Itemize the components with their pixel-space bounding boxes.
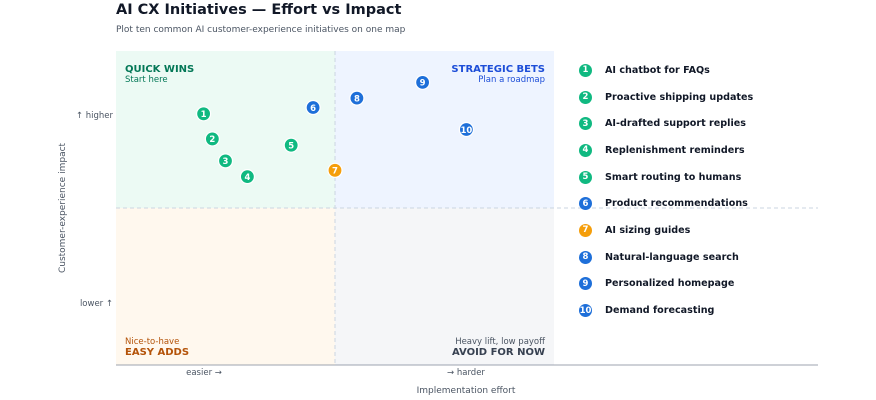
- data-point-10: [458, 121, 474, 138]
- data-point-label-7: 7: [332, 167, 338, 177]
- legend-number-8: 8: [579, 250, 592, 264]
- quadrant-title-strategic-bets: STRATEGIC BETS: [451, 64, 545, 75]
- data-point-9: [415, 74, 431, 91]
- data-point-label-2: 2: [209, 135, 215, 145]
- legend-number-9: 9: [579, 277, 592, 291]
- data-point-label-9: 9: [420, 79, 426, 89]
- legend-item-3: 3 AI-drafted support replies: [579, 110, 753, 137]
- data-point-2: [204, 131, 220, 147]
- x-tick-harder: → harder: [447, 368, 485, 378]
- data-point-label-3: 3: [223, 157, 229, 167]
- quadrant-subtitle-easy-adds: Nice-to-have: [125, 337, 179, 347]
- quadrant-title-avoid: AVOID FOR NOW: [452, 347, 545, 358]
- legend: 1 AI chatbot for FAQs 2 Proactive shipping …: [579, 57, 753, 324]
- y-tick-lower: lower ↑: [80, 299, 113, 309]
- legend-number-2: 2: [579, 90, 592, 104]
- data-point-label-5: 5: [288, 142, 294, 152]
- quadrant-easy-adds: [116, 208, 335, 365]
- legend-item-7: 7 AI sizing guides: [579, 217, 753, 244]
- quadrant-title-easy-adds: EASY ADDS: [125, 347, 189, 358]
- data-point-7: [327, 162, 343, 178]
- data-point-label-4: 4: [244, 173, 250, 183]
- quadrant-title-quick-wins: QUICK WINS: [125, 64, 194, 75]
- y-tick-higher: ↑ higher: [76, 111, 114, 121]
- legend-item-6: 6 Product recommendations: [579, 190, 753, 217]
- legend-label-2: Proactive shipping updates: [605, 91, 754, 103]
- legend-label-7: AI sizing guides: [605, 224, 691, 236]
- legend-item-5: 5 Smart routing to humans: [579, 164, 753, 191]
- legend-label-5: Smart routing to humans: [605, 171, 742, 183]
- legend-number-4: 4: [579, 143, 592, 157]
- legend-item-4: 4 Replenishment reminders: [579, 137, 753, 164]
- quadrant-avoid: [335, 208, 554, 365]
- data-point-8: [349, 90, 365, 106]
- legend-number-1: 1: [579, 63, 592, 77]
- chart-title: AI CX Initiatives — Effort vs Impact: [116, 2, 402, 18]
- data-point-label-1: 1: [201, 110, 207, 120]
- legend-item-9: 9 Personalized homepage: [579, 271, 753, 298]
- data-point-1: [196, 106, 212, 122]
- quadrant-subtitle-quick-wins: Start here: [125, 75, 168, 85]
- data-point-label-8: 8: [354, 94, 360, 104]
- quadrant-subtitle-avoid: Heavy lift, low payoff: [455, 337, 546, 347]
- legend-label-3: AI-drafted support replies: [605, 118, 746, 130]
- legend-item-10: 10 Demand forecasting: [579, 297, 753, 324]
- legend-label-9: Personalized homepage: [605, 278, 735, 290]
- data-point-4: [239, 169, 255, 185]
- data-point-5: [283, 137, 299, 153]
- data-point-label-10: 10: [460, 126, 472, 136]
- data-point-3: [217, 153, 234, 169]
- quadrant-strategic-bets: [335, 51, 554, 208]
- legend-label-6: Product recommendations: [605, 198, 748, 210]
- quadrant-subtitle-strategic-bets: Plan a roadmap: [478, 75, 545, 85]
- chart-subtitle: Plot ten common AI customer-experience i…: [116, 25, 406, 35]
- quadrant-quick-wins: [116, 51, 335, 208]
- legend-label-10: Demand forecasting: [605, 305, 715, 317]
- legend-number-10: 10: [579, 304, 592, 318]
- x-axis-title: Implementation effort: [417, 386, 516, 396]
- x-tick-easier: easier →: [186, 368, 222, 378]
- legend-item-8: 8 Natural-language search: [579, 244, 753, 271]
- y-axis-title: Customer-experience impact: [58, 142, 68, 273]
- legend-number-6: 6: [579, 197, 592, 211]
- legend-item-2: 2 Proactive shipping updates: [579, 84, 753, 111]
- data-point-label-6: 6: [310, 104, 316, 114]
- legend-label-1: AI chatbot for FAQs: [605, 64, 710, 76]
- legend-number-7: 7: [579, 223, 592, 237]
- legend-label-4: Replenishment reminders: [605, 144, 745, 156]
- data-point-6: [305, 99, 321, 116]
- legend-label-8: Natural-language search: [605, 251, 739, 263]
- legend-item-1: 1 AI chatbot for FAQs: [579, 57, 753, 84]
- legend-number-3: 3: [579, 117, 592, 131]
- legend-number-5: 5: [579, 170, 592, 184]
